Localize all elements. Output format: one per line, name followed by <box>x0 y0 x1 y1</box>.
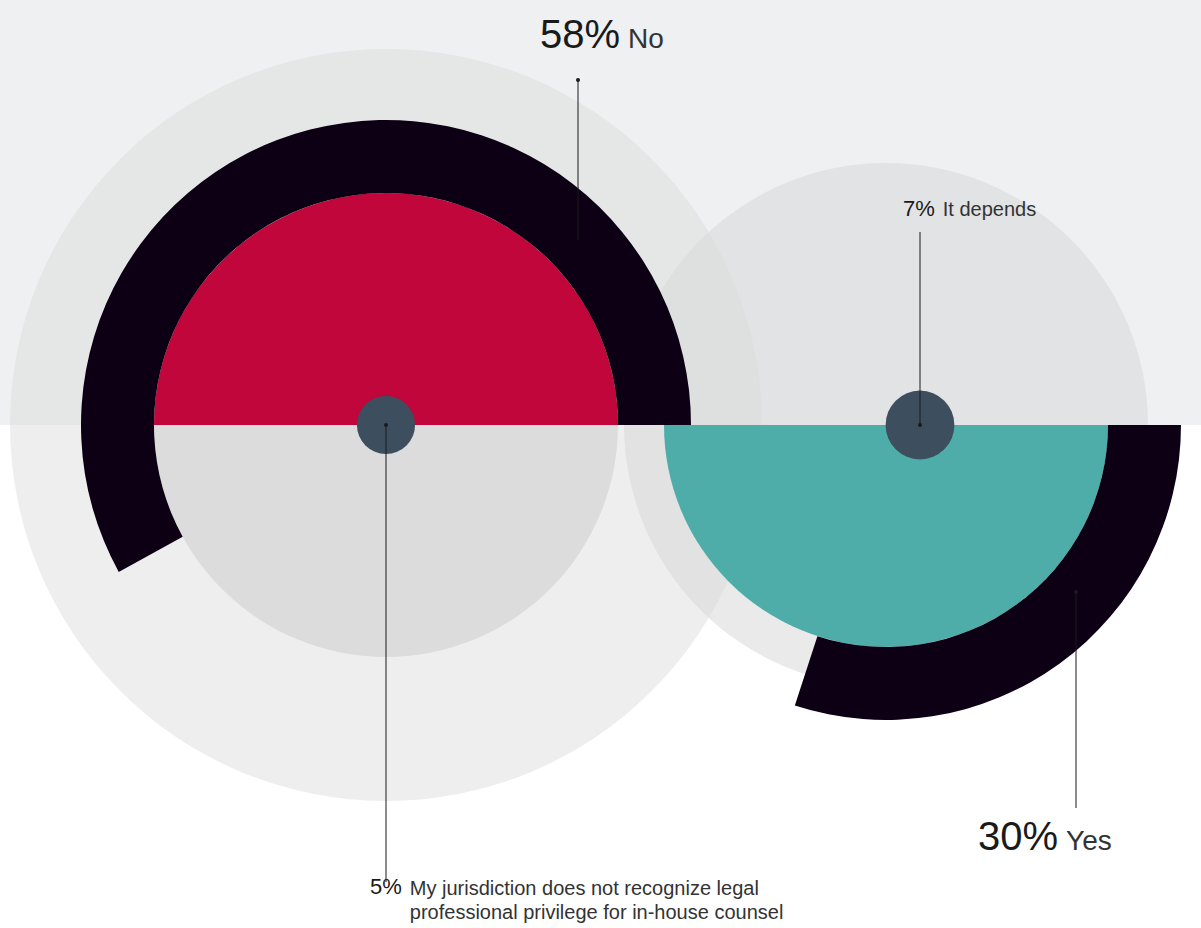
leader-dot <box>1074 590 1078 594</box>
category-label: My jurisdiction does not recognize legal… <box>410 875 810 924</box>
chart-canvas <box>0 0 1201 928</box>
data-label: 58%No <box>540 10 664 58</box>
category-label: It depends <box>943 197 1036 221</box>
percent-label: 7% <box>903 196 935 222</box>
data-label: 7% It depends <box>903 196 1036 222</box>
category-label: Yes <box>1066 824 1112 858</box>
leader-line <box>1076 592 1077 808</box>
category-label: No <box>628 22 664 56</box>
percent-label: 30% <box>978 812 1058 860</box>
percent-label: 5% <box>370 875 402 899</box>
leader-dot <box>384 423 388 427</box>
stage: 58%No 30%Yes 7% It depends 5% My jurisdiction… <box>0 0 1201 928</box>
leader-dot <box>918 423 922 427</box>
leader-line <box>578 80 579 240</box>
percent-label: 58% <box>540 10 620 58</box>
ring-arc <box>795 425 1181 720</box>
data-label: 30%Yes <box>978 812 1112 860</box>
leader-line <box>920 232 921 425</box>
leader-line <box>386 425 387 882</box>
data-label: 5% My jurisdiction does not recognize leg… <box>370 875 810 924</box>
leader-dot <box>576 78 580 82</box>
